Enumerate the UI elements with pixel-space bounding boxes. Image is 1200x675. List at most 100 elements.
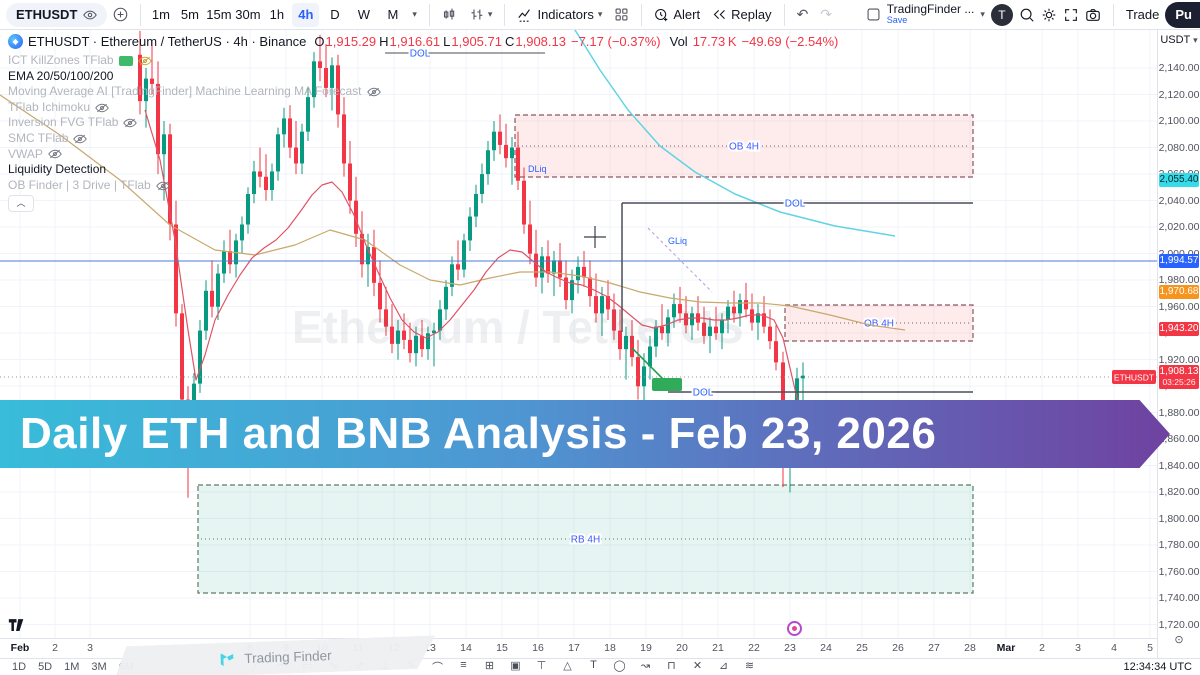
timeframe-1h[interactable]: 1h <box>269 7 285 22</box>
triangle-icon[interactable]: △ <box>563 660 572 672</box>
indicators-icon <box>517 7 533 23</box>
time-tick: 22 <box>748 642 760 654</box>
timeframe-5m[interactable]: 5m <box>180 7 199 22</box>
time-tick: 16 <box>532 642 544 654</box>
legend-label[interactable]: ICT KillZones TFlab <box>8 53 114 67</box>
avatar[interactable]: T <box>990 3 1013 26</box>
legend-badge-icon <box>118 55 133 66</box>
legend-label[interactable]: Moving Average AI [TradingFinder] Machin… <box>8 84 362 99</box>
hide-indicator-eye-icon[interactable] <box>155 180 170 192</box>
ma-forecast-line[interactable] <box>574 30 896 237</box>
legend-row-5: SMC TFlab <box>8 131 381 147</box>
dol-line-0[interactable]: DOL <box>385 47 545 62</box>
legend-label[interactable]: Liquidity Detection <box>8 162 107 177</box>
ob-4h-top-zone[interactable]: OB 4H <box>514 114 974 178</box>
text-tool-icon[interactable]: T <box>590 659 597 671</box>
hide-indicator-eye-icon[interactable] <box>95 102 109 114</box>
timeframe-M[interactable]: M <box>387 7 399 22</box>
candle-style-button[interactable] <box>436 3 463 27</box>
line-tools-style-button[interactable]: ▾ <box>463 3 499 27</box>
tradingview-logo[interactable] <box>8 618 25 638</box>
quick-action-button[interactable] <box>787 621 802 636</box>
dol-line-2[interactable]: DOL <box>668 386 973 401</box>
symbol-button[interactable]: ETHUSDT <box>6 2 108 27</box>
publish-button[interactable]: Pu <box>1165 1 1200 28</box>
range-5D[interactable]: 5D <box>38 661 53 673</box>
timeframe-4h[interactable]: 4h <box>292 2 320 27</box>
quick-search-icon[interactable] <box>1019 7 1035 23</box>
range-1M[interactable]: 1M <box>64 661 80 673</box>
bracket-icon[interactable]: ⊓ <box>667 660 676 672</box>
parallel-channel-icon[interactable]: ≡ <box>460 659 467 671</box>
ema-slow-line[interactable] <box>0 94 906 331</box>
hide-indicator-eye-icon[interactable] <box>366 86 381 98</box>
layout-grid-button[interactable] <box>608 3 635 27</box>
price-tick: 1,860.00 <box>1158 433 1200 445</box>
price-axis[interactable]: USDT ▾ ⊙ 2,140.00 2,120.00 2,100.00 2,080.0… <box>1157 30 1200 658</box>
redo-button[interactable]: ↷ <box>820 6 833 22</box>
add-symbol-button[interactable] <box>107 3 134 27</box>
arc-icon[interactable]: ⌒ <box>431 662 443 674</box>
undo-button[interactable]: ↶ <box>796 6 809 22</box>
box-target-icon[interactable]: ▣ <box>510 660 521 672</box>
price-tick: 2,100.00 <box>1158 115 1200 127</box>
legend-label[interactable]: EMA 20/50/100/200 <box>8 68 114 83</box>
time-tick: 17 <box>568 642 580 654</box>
timeframe-30m[interactable]: 30m <box>235 7 261 22</box>
chart-plot[interactable]: OB 4H OB 4H RB 4H DOL DOL DOL DLiq GLiq ETHUSDT <box>0 30 1157 638</box>
fullscreen-icon[interactable] <box>1063 7 1079 23</box>
legend-label[interactable]: TFlab Ichimoku <box>8 99 91 114</box>
fib-grid-icon[interactable]: ⊞ <box>484 660 495 672</box>
cross-tool-icon[interactable]: ✕ <box>692 660 703 672</box>
replay-label: Replay <box>731 7 772 22</box>
price-scale-settings-icon[interactable]: ⊙ <box>1174 634 1184 646</box>
time-tick: 14 <box>460 642 472 654</box>
symbol-title[interactable]: ETHUSDT · Ethereum / TetherUS · 4h · Bin… <box>28 34 307 49</box>
legend-row-6: VWAP <box>8 147 381 163</box>
time-tick: 27 <box>928 642 940 654</box>
range-1D[interactable]: 1D <box>12 661 27 673</box>
long-position-icon[interactable]: ⊤ <box>536 660 547 672</box>
legend-label[interactable]: VWAP <box>8 146 43 161</box>
legend-label[interactable]: SMC TFlab <box>8 130 69 145</box>
multi-chart-checkbox-icon[interactable] <box>866 7 881 22</box>
circle-icon[interactable]: ◯ <box>613 660 626 672</box>
indicators-button[interactable]: Indicators ▾ <box>511 3 608 27</box>
ob-4h-mid-zone[interactable]: OB 4H <box>784 304 974 342</box>
layout-name-button[interactable]: TradingFinder ... Save <box>886 1 975 26</box>
hide-indicator-eye-icon[interactable] <box>123 117 138 129</box>
timeframe-1m[interactable]: 1m <box>151 7 170 22</box>
layout-name-label: TradingFinder ... <box>886 1 975 16</box>
analysis-banner: Daily ETH and BNB Analysis - Feb 23, 202… <box>0 400 1170 468</box>
layout-menu-chevron-icon[interactable]: ▾ <box>980 9 985 19</box>
timeframe-W[interactable]: W <box>357 7 371 22</box>
hide-indicator-eye-icon[interactable] <box>73 133 88 145</box>
timeframe-15m[interactable]: 15m <box>206 7 232 22</box>
legend-label[interactable]: OB Finder | 3 Drive | TFlab <box>8 177 151 192</box>
path-icon[interactable]: ↝ <box>640 660 651 672</box>
screenshot-camera-icon[interactable] <box>1085 7 1101 23</box>
save-label[interactable]: Save <box>886 14 908 25</box>
ruler-icon[interactable]: ≋ <box>744 660 755 672</box>
legend-label[interactable]: Inversion FVG TFlab <box>8 115 119 130</box>
utc-clock[interactable]: 12:34:34 UTC <box>1123 661 1192 673</box>
compare-eye-icon[interactable] <box>83 8 98 22</box>
ema-fast-line[interactable] <box>144 109 831 426</box>
green-tag[interactable] <box>652 378 682 391</box>
rb-4h-zone[interactable]: RB 4H <box>197 484 974 594</box>
price-axis-currency[interactable]: USDT ▾ <box>1160 34 1198 46</box>
range-3M[interactable]: 3M <box>91 661 107 673</box>
legend-collapse-button[interactable]: ︿ <box>8 195 34 213</box>
timeframe-menu-button[interactable]: ▾ <box>412 9 417 19</box>
date-range-group: 1D5D1M3M6M <box>0 661 134 673</box>
replay-button[interactable]: Replay <box>706 3 777 27</box>
angle-icon[interactable]: ⊿ <box>718 660 729 672</box>
alert-button[interactable]: Alert <box>648 3 706 27</box>
settings-gear-icon[interactable] <box>1041 7 1057 23</box>
trade-label[interactable]: Trade <box>1125 7 1160 22</box>
hide-indicator-eye-icon[interactable] <box>137 55 152 67</box>
timeframe-D[interactable]: D <box>330 7 340 22</box>
price-tick: 2,080.00 <box>1158 141 1200 154</box>
dol-line-1[interactable]: DOL <box>621 197 973 333</box>
hide-indicator-eye-icon[interactable] <box>48 148 62 160</box>
